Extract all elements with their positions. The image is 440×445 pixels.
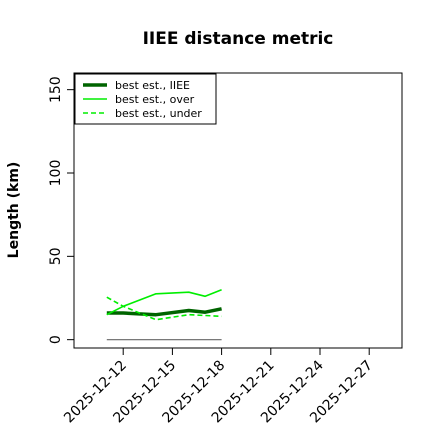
y-tick-label: 100 (48, 160, 64, 187)
y-axis-label: Length (km) (6, 162, 22, 259)
series-line-3 (106, 296, 222, 321)
plot-frame (73, 72, 403, 349)
y-tick-label: 50 (48, 247, 64, 265)
series-line-2 (106, 288, 222, 316)
plot-layer: 0501001502025-12-122025-12-152025-12-182… (48, 72, 403, 426)
series-line-1 (106, 307, 222, 317)
chart-title: IIEE distance metric (143, 29, 334, 49)
legend-label: best est., over (115, 93, 195, 106)
legend-label: best est., IIEE (115, 79, 190, 92)
legend-label: best est., under (115, 107, 202, 120)
y-tick-label: 0 (48, 335, 64, 344)
y-tick-label: 150 (48, 76, 64, 103)
